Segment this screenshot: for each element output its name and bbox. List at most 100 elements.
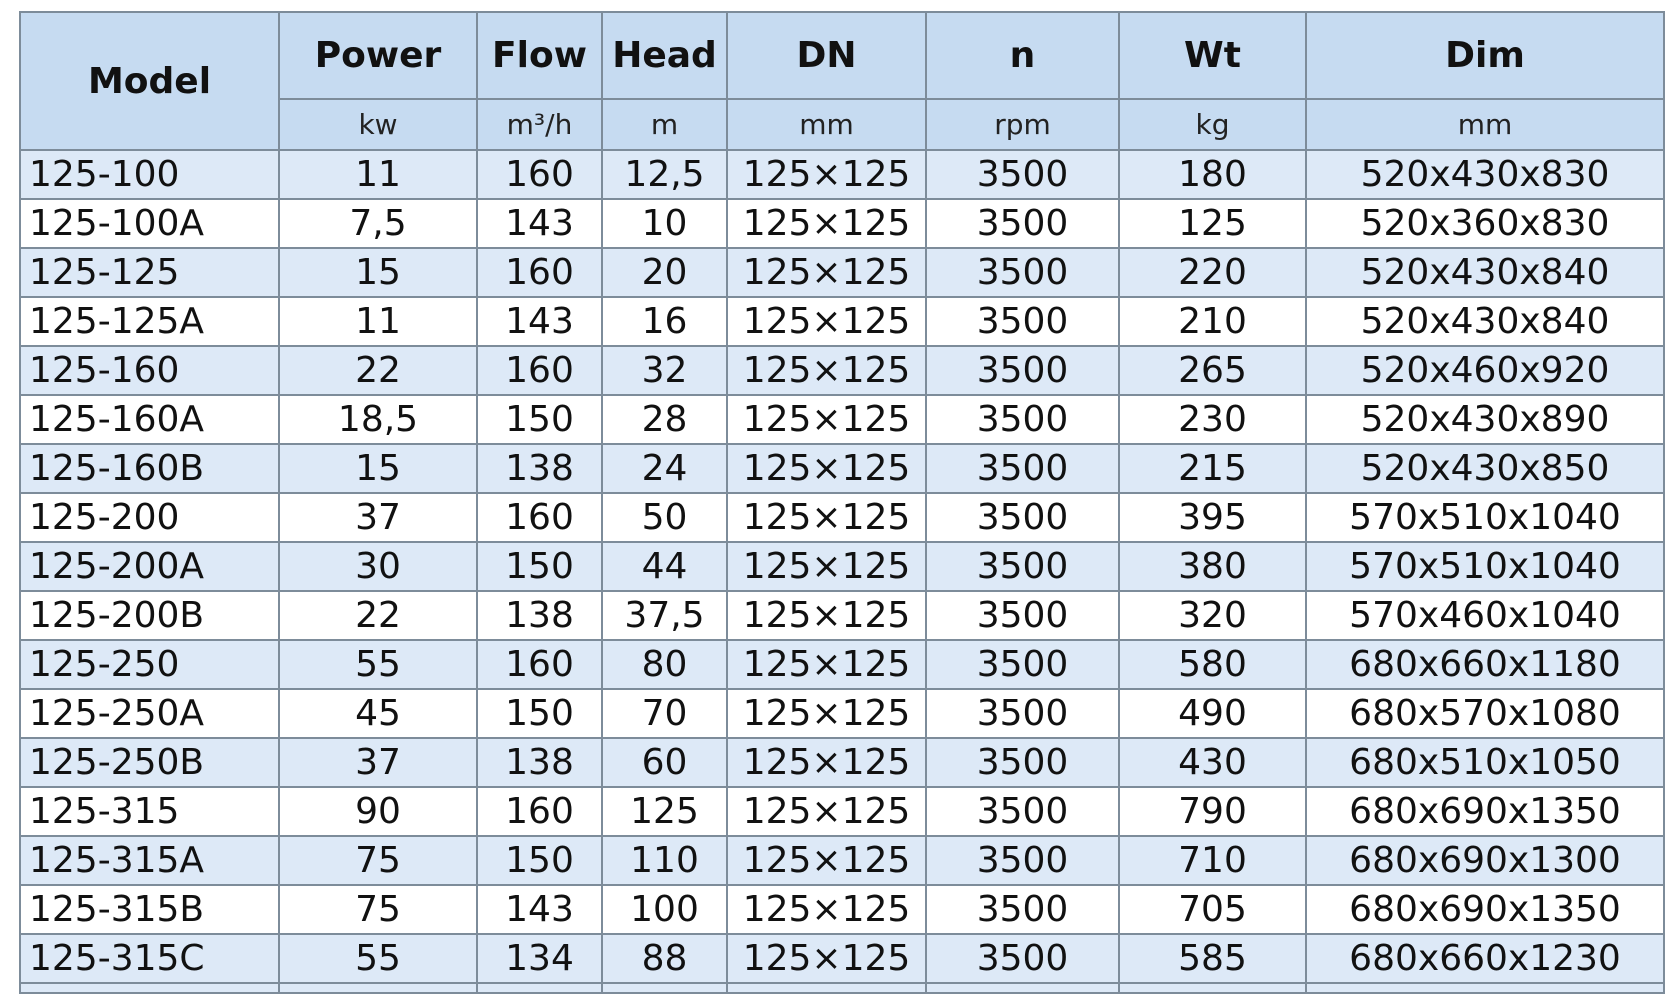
cell-wt: 215: [1118, 443, 1307, 494]
cell-wt: 230: [1118, 394, 1307, 445]
cell-head: 100: [601, 884, 728, 935]
cell-n: 3500: [925, 884, 1120, 935]
unit-head: m: [601, 98, 728, 151]
cell-model: 125-315A: [19, 835, 280, 886]
cell-power: 75: [278, 835, 478, 886]
cell-model: 125-100A: [19, 198, 280, 249]
cell-model: 125-315C: [19, 933, 280, 984]
cell-n: 3500: [925, 149, 1120, 200]
cell-empty: [1118, 982, 1307, 994]
cell-wt: 490: [1118, 688, 1307, 739]
cell-power: 55: [278, 933, 478, 984]
cell-dim: 520x360x830: [1305, 198, 1665, 249]
cell-dim: 520x430x840: [1305, 296, 1665, 347]
cell-dim: 520x430x850: [1305, 443, 1665, 494]
cell-power: 22: [278, 345, 478, 396]
cell-empty: [726, 982, 927, 994]
cell-power: 15: [278, 247, 478, 298]
cell-dn: 125×125: [726, 247, 927, 298]
cell-dn: 125×125: [726, 639, 927, 690]
cell-flow: 160: [476, 247, 603, 298]
cell-power: 11: [278, 296, 478, 347]
cell-n: 3500: [925, 443, 1120, 494]
table-row: 125-160 22 160 32 125×125 3500 265 520x460x920: [19, 345, 1665, 396]
cell-dn: 125×125: [726, 394, 927, 445]
cell-head: 12,5: [601, 149, 728, 200]
header-model: Model: [19, 11, 280, 151]
cell-model: 125-250B: [19, 737, 280, 788]
cell-n: 3500: [925, 247, 1120, 298]
cell-head: 37,5: [601, 590, 728, 641]
cell-dn: 125×125: [726, 688, 927, 739]
cell-dn: 125×125: [726, 590, 927, 641]
cell-flow: 160: [476, 639, 603, 690]
cell-wt: 580: [1118, 639, 1307, 690]
table-row: 125-315 90 160 125 125×125 3500 790 680x690x135…: [19, 786, 1665, 837]
cell-n: 3500: [925, 933, 1120, 984]
cell-wt: 320: [1118, 590, 1307, 641]
cell-model: 125-160: [19, 345, 280, 396]
cell-head: 88: [601, 933, 728, 984]
header-n: n: [925, 11, 1120, 100]
cell-wt: 380: [1118, 541, 1307, 592]
table-row: 125-250A 45 150 70 125×125 3500 490 680x570x108…: [19, 688, 1665, 739]
cell-head: 50: [601, 492, 728, 543]
cell-empty: [476, 982, 603, 994]
table-row: 125-160B 15 138 24 125×125 3500 215 520x430x850: [19, 443, 1665, 494]
cell-flow: 143: [476, 884, 603, 935]
cell-flow: 160: [476, 786, 603, 837]
cell-power: 11: [278, 149, 478, 200]
cell-power: 45: [278, 688, 478, 739]
cell-dn: 125×125: [726, 345, 927, 396]
cell-wt: 585: [1118, 933, 1307, 984]
cell-flow: 160: [476, 345, 603, 396]
cell-model: 125-200B: [19, 590, 280, 641]
cell-wt: 180: [1118, 149, 1307, 200]
cell-n: 3500: [925, 492, 1120, 543]
cell-head: 20: [601, 247, 728, 298]
table-row: 125-200A 30 150 44 125×125 3500 380 570x510x104…: [19, 541, 1665, 592]
pump-spec-table: Model Power Flow Head DN n Wt Dim kw m³/…: [19, 11, 1665, 994]
cell-model: 125-315B: [19, 884, 280, 935]
cell-n: 3500: [925, 394, 1120, 445]
cell-power: 15: [278, 443, 478, 494]
cell-dn: 125×125: [726, 443, 927, 494]
cell-flow: 150: [476, 394, 603, 445]
cell-dim: 520x430x890: [1305, 394, 1665, 445]
header-power: Power: [278, 11, 478, 100]
table-row: 125-250 55 160 80 125×125 3500 580 680x660x1180: [19, 639, 1665, 690]
cell-flow: 143: [476, 198, 603, 249]
header-head: Head: [601, 11, 728, 100]
cell-power: 18,5: [278, 394, 478, 445]
cell-flow: 150: [476, 688, 603, 739]
cell-empty: [19, 982, 280, 994]
unit-wt: kg: [1118, 98, 1307, 151]
cell-dim: 680x570x1080: [1305, 688, 1665, 739]
table-row: 125-315C 55 134 88 125×125 3500 585 680x660x123…: [19, 933, 1665, 984]
cell-model: 125-200: [19, 492, 280, 543]
unit-power: kw: [278, 98, 478, 151]
cell-model: 125-250: [19, 639, 280, 690]
cell-dn: 125×125: [726, 541, 927, 592]
cell-flow: 138: [476, 590, 603, 641]
cell-dim: 520x430x840: [1305, 247, 1665, 298]
cell-head: 16: [601, 296, 728, 347]
unit-flow: m³/h: [476, 98, 603, 151]
cell-dn: 125×125: [726, 835, 927, 886]
cell-dim: 570x510x1040: [1305, 541, 1665, 592]
cell-flow: 150: [476, 835, 603, 886]
cell-empty: [601, 982, 728, 994]
header-dn: DN: [726, 11, 927, 100]
cell-dn: 125×125: [726, 296, 927, 347]
cell-n: 3500: [925, 786, 1120, 837]
cell-dim: 570x460x1040: [1305, 590, 1665, 641]
cell-wt: 220: [1118, 247, 1307, 298]
cell-model: 125-160B: [19, 443, 280, 494]
cell-dn: 125×125: [726, 737, 927, 788]
cell-wt: 125: [1118, 198, 1307, 249]
unit-dn: mm: [726, 98, 927, 151]
cell-flow: 138: [476, 443, 603, 494]
table-row: 125-315A 75 150 110 125×125 3500 710 680x690x13…: [19, 835, 1665, 886]
cell-power: 75: [278, 884, 478, 935]
cell-dim: 680x660x1180: [1305, 639, 1665, 690]
